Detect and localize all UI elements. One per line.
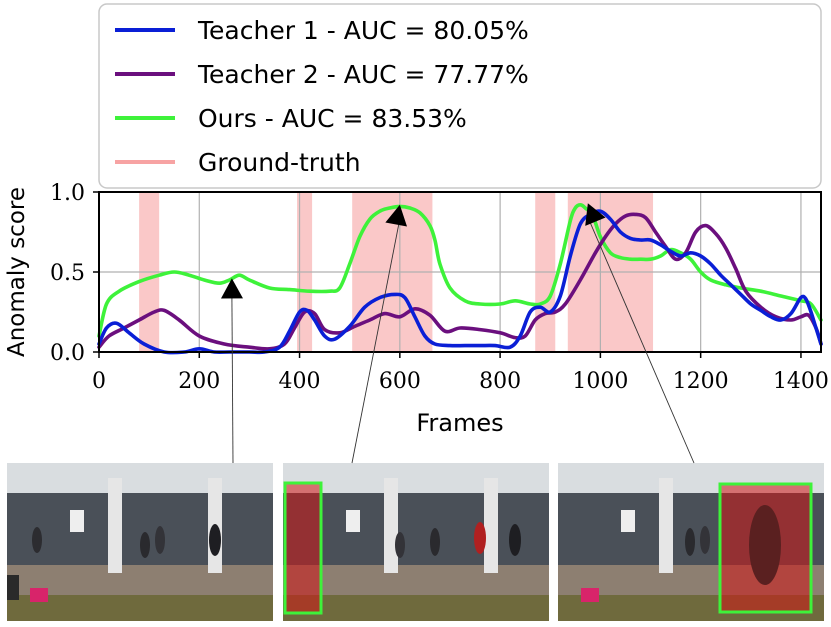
person [140, 532, 150, 558]
frame-panel-1 [7, 463, 273, 621]
plot-area: 0 200 400 600 800 1000 1200 1400 0.0 0.5 1.0 Frame… [4, 181, 829, 437]
y-tick-label-2: 1.0 [50, 181, 85, 206]
y-tick-label-0: 0.0 [50, 341, 85, 366]
legend-box [98, 3, 822, 189]
pillar [108, 478, 122, 573]
person [155, 526, 165, 554]
annotation-arrowhead-0 [220, 278, 243, 299]
person [685, 528, 695, 556]
annotation-line-2 [587, 217, 695, 464]
annotation-line-0 [231, 292, 234, 464]
person-with-backpack [749, 505, 781, 585]
x-axis-label: Frames [416, 409, 503, 437]
legend-label-0: Teacher 1 - AUC = 80.05% [197, 16, 529, 45]
legend-label-1: Teacher 2 - AUC = 77.77% [197, 60, 529, 89]
x-tick-label-3: 600 [379, 369, 421, 394]
pillar [659, 478, 673, 573]
person [32, 527, 42, 553]
wall-panel [346, 510, 360, 532]
person [209, 524, 221, 556]
person [395, 532, 405, 558]
sitting-person [7, 575, 19, 600]
person [509, 524, 521, 556]
x-tick-label-1: 200 [178, 369, 220, 394]
annotation-line-1 [351, 218, 401, 464]
series-line-1 [97, 212, 823, 351]
wall-panel [70, 510, 84, 532]
annotation-arrowhead-2 [585, 203, 606, 226]
scene-wall [283, 493, 549, 565]
x-tick-label-5: 1000 [572, 369, 628, 394]
scene-ceiling [283, 463, 549, 493]
legend-label-2: Ours - AUC = 83.53% [198, 104, 467, 133]
scene-grass [7, 595, 273, 621]
scene-ceiling [7, 463, 273, 493]
anomaly-highlight [285, 483, 321, 613]
scene-wall [7, 493, 273, 565]
x-tick-label-0: 0 [92, 369, 106, 394]
series-line-2 [97, 203, 823, 338]
detection-box [283, 481, 323, 615]
legend: Teacher 1 - AUC = 80.05% Teacher 2 - AUC … [98, 3, 822, 189]
detection-box [718, 482, 813, 614]
wall-panel [621, 510, 635, 532]
x-tick-label-6: 1200 [673, 369, 729, 394]
pillar [384, 478, 398, 573]
y-axis-label: Anomaly score [4, 187, 30, 357]
x-tick-label-2: 400 [279, 369, 321, 394]
bag [581, 588, 599, 602]
frame-panel-2 [283, 463, 549, 621]
pillar [484, 478, 498, 573]
bag [30, 588, 48, 602]
frame-panel-3 [558, 463, 824, 621]
scene-grass [283, 595, 549, 621]
person [430, 528, 440, 556]
y-tick-label-1: 0.5 [50, 261, 85, 286]
person [700, 526, 710, 554]
person [474, 522, 486, 554]
x-tick-label-7: 1400 [773, 369, 829, 394]
legend-label-3: Ground-truth [198, 148, 361, 177]
x-tick-label-4: 800 [479, 369, 521, 394]
annotation-arrowhead-1 [385, 204, 408, 227]
